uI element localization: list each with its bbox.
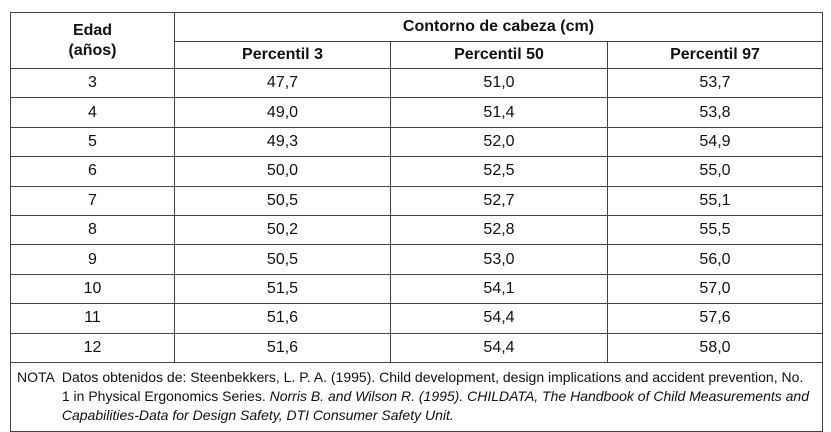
percentile-50-cell: 54,4 <box>390 303 608 334</box>
note-row: NOTA Datos obtenidos de: Steenbekkers, L… <box>10 361 823 432</box>
percentile-3-cell: 50,5 <box>174 244 391 275</box>
percentile-97-cell: 55,0 <box>607 156 823 187</box>
percentile-3-cell: 51,6 <box>174 303 391 334</box>
age-cell: 11 <box>10 303 175 334</box>
percentile-3-cell: 50,5 <box>174 185 391 216</box>
header-row-percentiles: Percentil 3 Percentil 50 Percentil 97 <box>11 41 823 69</box>
percentile-50-header: Percentil 50 <box>390 41 608 69</box>
table-row: 6 50,0 52,5 55,0 <box>10 156 823 187</box>
age-cell: 8 <box>10 214 175 246</box>
percentile-97-cell: 56,0 <box>607 244 823 275</box>
note-label: NOTA <box>17 368 55 385</box>
percentile-97-cell: 55,5 <box>607 214 823 246</box>
percentile-50-cell: 51,4 <box>390 97 608 128</box>
age-cell: 12 <box>10 332 175 363</box>
table-row: 3 47,7 51,0 53,7 <box>10 67 823 99</box>
table-row: 10 51,5 54,1 57,0 <box>10 273 823 305</box>
table-row: 7 50,5 52,7 55,1 <box>10 185 823 216</box>
note-cell: NOTA Datos obtenidos de: Steenbekkers, L… <box>10 361 823 432</box>
table-row: 9 50,5 53,0 56,0 <box>10 244 823 275</box>
percentile-97-cell: 53,7 <box>607 67 823 99</box>
table-container: Edad (años) Contorno de cabeza (cm) Perc… <box>10 12 823 432</box>
note-text: Datos obtenidos de: Steenbekkers, L. P. … <box>61 368 804 404</box>
age-cell: 7 <box>10 185 175 216</box>
table-row: 12 51,6 54,4 58,0 <box>10 332 823 363</box>
percentile-50-cell: 52,7 <box>390 185 608 216</box>
percentile-3-header: Percentil 3 <box>174 41 391 69</box>
table-row: 5 49,3 52,0 54,9 <box>10 126 823 158</box>
table-body: 3 47,7 51,0 53,7 4 49,0 51,4 53,8 5 49,3 52,0 54,9 6… <box>10 67 823 363</box>
percentile-50-cell: 52,8 <box>390 214 608 246</box>
percentile-50-cell: 54,1 <box>390 273 608 305</box>
percentile-97-cell: 54,9 <box>607 126 823 158</box>
percentile-50-cell: 53,0 <box>390 244 608 275</box>
percentile-97-cell: 57,0 <box>607 273 823 305</box>
table-row: 11 51,6 54,4 57,6 <box>10 303 823 334</box>
age-cell: 4 <box>10 97 175 128</box>
header-row-top: Edad (años) Contorno de cabeza (cm) <box>10 12 823 69</box>
age-cell: 5 <box>10 126 175 158</box>
note-body: Datos obtenidos de: Steenbekkers, L. P. … <box>62 368 814 425</box>
percentile-50-cell: 51,0 <box>390 67 608 99</box>
percentile-3-cell: 50,2 <box>174 214 391 246</box>
table-row: 8 50,2 52,8 55,5 <box>10 214 823 246</box>
percentile-3-cell: 50,0 <box>174 156 391 187</box>
percentile-97-cell: 53,8 <box>607 97 823 128</box>
percentile-97-header: Percentil 97 <box>607 41 823 69</box>
age-header-line1: Edad <box>72 21 113 39</box>
percentile-3-cell: 49,3 <box>174 126 391 158</box>
age-cell: 10 <box>10 273 175 305</box>
percentile-3-cell: 47,7 <box>174 67 391 99</box>
age-header-line2: (años) <box>68 41 117 59</box>
percentile-97-cell: 55,1 <box>607 185 823 216</box>
percentile-97-cell: 57,6 <box>607 303 823 334</box>
group-header: Contorno de cabeza (cm) <box>174 12 823 42</box>
percentile-3-cell: 51,6 <box>174 332 391 363</box>
percentile-3-cell: 49,0 <box>174 97 391 128</box>
percentile-50-cell: 52,5 <box>390 156 608 187</box>
age-column-header: Edad (años) <box>10 12 175 69</box>
percentile-50-cell: 54,4 <box>390 332 608 363</box>
age-cell: 9 <box>10 244 175 275</box>
head-circumference-table: Edad (años) Contorno de cabeza (cm) Perc… <box>10 12 823 432</box>
table-row: 4 49,0 51,4 53,8 <box>10 97 823 128</box>
percentile-3-cell: 51,5 <box>174 273 391 305</box>
percentile-97-cell: 58,0 <box>607 332 823 363</box>
percentile-50-cell: 52,0 <box>390 126 608 158</box>
age-cell: 6 <box>10 156 175 187</box>
age-cell: 3 <box>10 67 175 99</box>
